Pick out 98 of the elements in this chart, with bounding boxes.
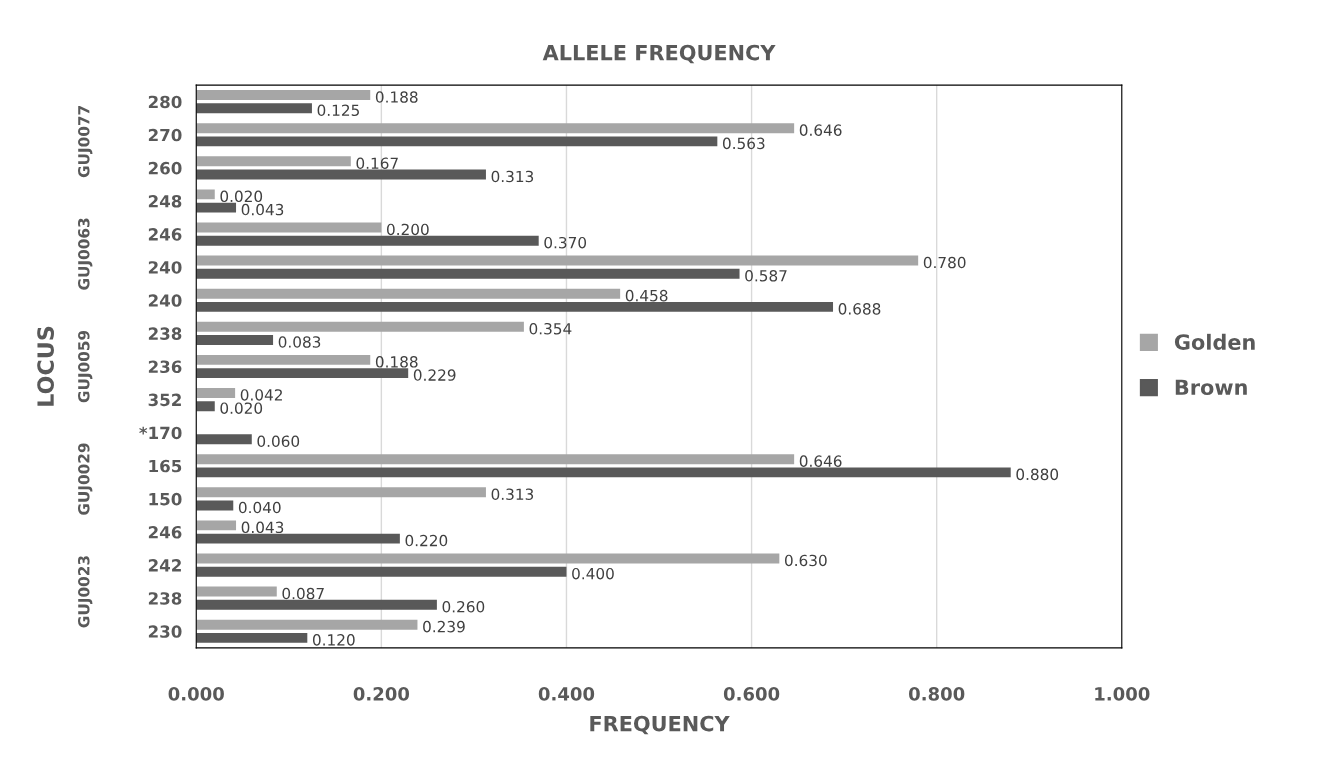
bar <box>196 454 795 465</box>
y-tick-label: 246 <box>148 228 182 241</box>
data-label: 0.563 <box>722 137 765 150</box>
text: GUJ0077 <box>78 106 93 178</box>
bar <box>196 169 486 180</box>
bar <box>196 335 274 345</box>
text: GUJ0023 <box>78 556 93 628</box>
data-label: 0.239 <box>423 620 465 633</box>
bar <box>196 321 524 332</box>
bar <box>196 586 277 597</box>
bar <box>196 566 567 577</box>
legend-label: Brown <box>1175 379 1247 396</box>
data-label: 0.780 <box>923 256 966 269</box>
data-label: 0.630 <box>784 554 827 567</box>
data-label: 0.354 <box>529 322 572 335</box>
data-label: 0.587 <box>745 270 787 282</box>
y-tick-label: 238 <box>148 327 182 340</box>
bar <box>196 90 371 101</box>
data-label: 0.646 <box>799 455 842 467</box>
x-tick-label: 0.000 <box>168 687 224 701</box>
bar <box>196 354 371 365</box>
text: GUJ0063 <box>78 218 93 290</box>
x-tick-label: 0.200 <box>353 687 410 701</box>
bar <box>196 599 437 610</box>
data-label: 0.458 <box>625 289 668 302</box>
bar <box>196 268 740 279</box>
y-axis-title: LOCUS <box>37 326 54 406</box>
data-label: 0.220 <box>405 534 448 547</box>
bar <box>196 632 308 643</box>
bar <box>196 553 780 564</box>
data-label: 0.370 <box>544 236 587 249</box>
bar <box>196 520 237 531</box>
y-tick-label: 246 <box>148 525 182 539</box>
data-label: 0.167 <box>356 157 398 170</box>
bar <box>196 288 621 299</box>
bar <box>196 156 351 167</box>
data-label: 0.646 <box>799 124 842 136</box>
bar <box>196 123 795 134</box>
bar <box>196 401 215 412</box>
y-tick-label: 270 <box>148 128 182 142</box>
y-tick-label: 236 <box>148 360 182 374</box>
data-label: 0.043 <box>241 203 284 216</box>
y-tick-label: 280 <box>148 95 182 109</box>
bar <box>196 222 382 233</box>
data-label: 0.125 <box>317 104 359 117</box>
bar <box>196 189 215 200</box>
text: GUJ0029 <box>78 443 93 515</box>
y-tick-label: 165 <box>149 459 182 473</box>
data-label: 0.060 <box>257 435 300 448</box>
bar <box>196 388 236 398</box>
chart-title: ALLELE FREQUENCY <box>542 44 776 64</box>
bar <box>196 301 834 312</box>
text: GUJ0059 <box>78 330 93 403</box>
bar <box>196 467 1011 478</box>
y-tick-label: 150 <box>149 492 182 506</box>
bar <box>196 368 409 379</box>
data-label: 0.042 <box>240 389 282 401</box>
data-label: 0.188 <box>375 356 418 368</box>
bar <box>196 434 252 445</box>
x-tick-label: 0.600 <box>723 687 780 701</box>
data-label: 0.043 <box>241 521 284 534</box>
x-tick-label: 0.800 <box>909 687 965 701</box>
x-tick-label: 1.000 <box>1095 687 1150 701</box>
data-label: 0.120 <box>312 634 355 646</box>
data-label: 0.020 <box>220 190 263 203</box>
y-tick-label: 242 <box>148 559 181 572</box>
y-tick-label: 240 <box>148 294 182 307</box>
bar <box>196 619 418 630</box>
y-tick-label: 240 <box>148 261 182 274</box>
y-tick-label: 260 <box>148 161 182 175</box>
bar <box>196 487 486 498</box>
data-label: 0.313 <box>491 488 534 501</box>
legend-label: Golden <box>1174 333 1255 350</box>
data-label: 0.083 <box>278 336 321 348</box>
y-tick-label: 238 <box>148 592 182 605</box>
data-label: 0.200 <box>386 223 429 236</box>
y-tick-label: 352 <box>148 393 181 407</box>
data-label: 0.087 <box>282 587 324 600</box>
bar <box>196 255 919 266</box>
x-axis-title: FREQUENCY <box>590 715 730 735</box>
bar <box>196 235 539 246</box>
data-label: 0.313 <box>491 170 534 183</box>
data-label: 0.229 <box>413 369 456 381</box>
y-tick-label: 230 <box>148 625 182 638</box>
bar <box>196 136 718 147</box>
data-label: 0.020 <box>220 402 263 414</box>
y-tick-label: *170 <box>139 426 182 440</box>
data-label: 0.688 <box>838 303 881 315</box>
data-label: 0.260 <box>442 600 485 613</box>
data-label: 0.188 <box>375 91 418 103</box>
y-tick-label: 248 <box>148 194 182 208</box>
x-tick-label: 0.400 <box>538 687 595 701</box>
bar <box>196 533 400 544</box>
bar <box>196 103 312 114</box>
data-label: 0.400 <box>572 567 614 580</box>
data-label: 0.040 <box>238 501 281 514</box>
data-label: 0.880 <box>1016 468 1059 481</box>
bar <box>196 202 237 213</box>
